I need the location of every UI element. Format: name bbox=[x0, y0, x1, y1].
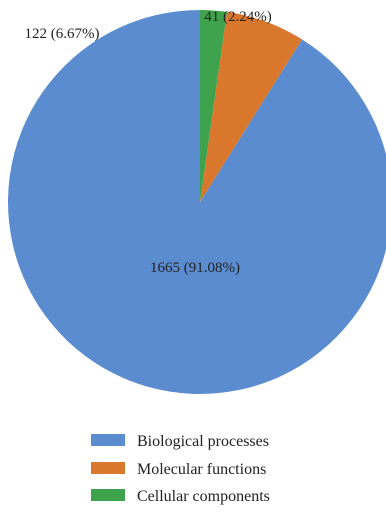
legend-swatch-molecular-functions bbox=[91, 462, 125, 474]
legend: Biological processes Molecular functions… bbox=[91, 433, 270, 505]
legend-swatch-biological-processes bbox=[91, 434, 125, 446]
legend-swatch-cellular-components bbox=[91, 489, 125, 501]
legend-label-biological-processes: Biological processes bbox=[137, 433, 269, 450]
legend-label-molecular-functions: Molecular functions bbox=[137, 461, 266, 478]
data-label-molecular-functions: 122 (6.67%) bbox=[25, 26, 100, 42]
legend-item-molecular-functions: Molecular functions bbox=[91, 461, 266, 478]
data-label-cellular-components: 41 (2.24%) bbox=[204, 9, 272, 25]
pie-slice-biological-processes bbox=[8, 10, 386, 394]
legend-label-cellular-components: Cellular components bbox=[137, 488, 270, 505]
pie-slices bbox=[8, 9, 386, 394]
data-label-biological-processes: 1665 (91.08%) bbox=[150, 260, 240, 276]
data-labels: 1665 (91.08%) 122 (6.67%) 41 (2.24%) bbox=[25, 9, 272, 276]
pie-slice-molecular-functions bbox=[200, 11, 303, 203]
legend-item-cellular-components: Cellular components bbox=[91, 488, 270, 505]
legend-item-biological-processes: Biological processes bbox=[91, 433, 269, 450]
pie-slice-cellular-components bbox=[200, 9, 227, 202]
